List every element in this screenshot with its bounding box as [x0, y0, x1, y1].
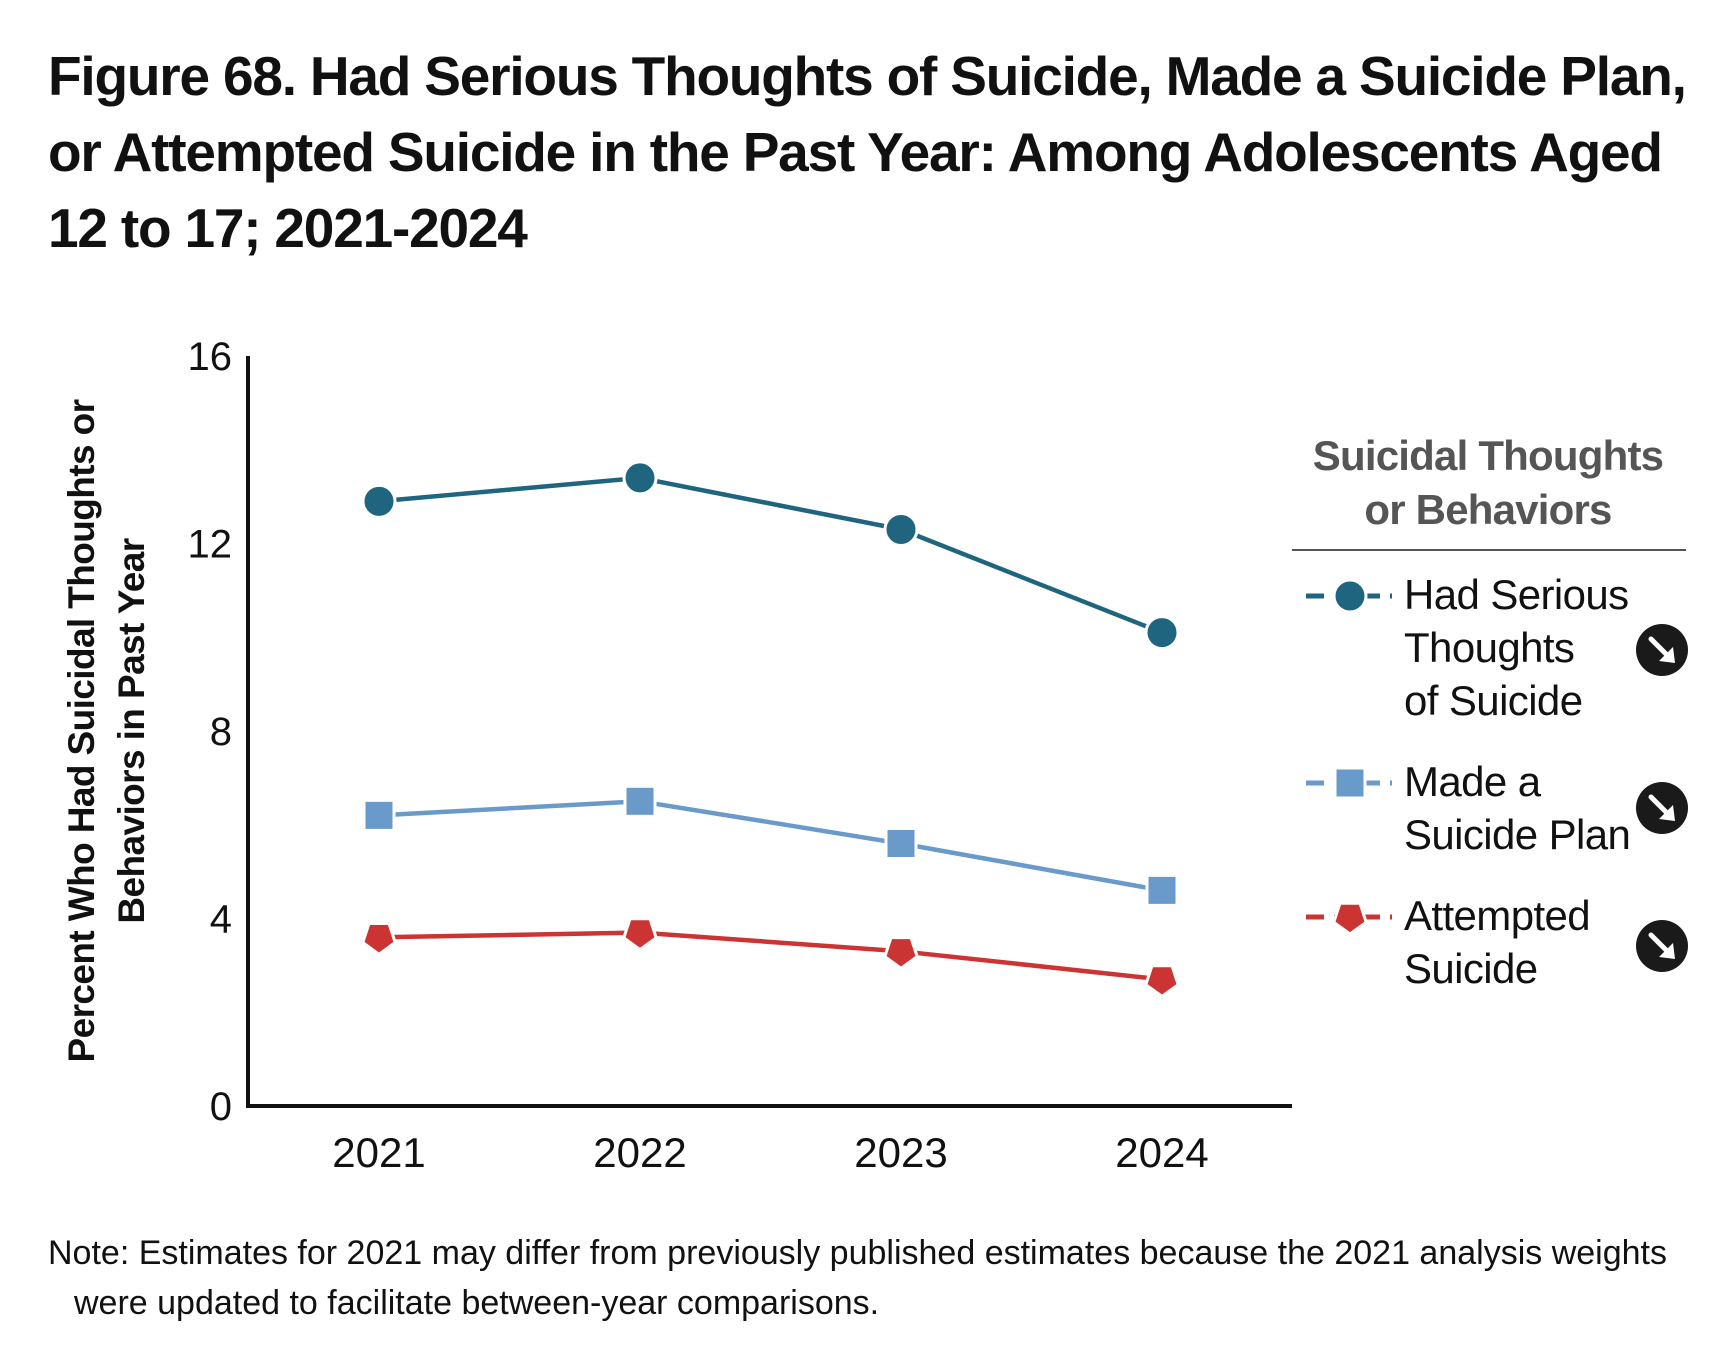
data-point [884, 827, 918, 860]
trend-arrow-head [1659, 647, 1675, 663]
legend-label: Had Serious Thoughts of Suicide [1404, 571, 1629, 724]
legend-swatch-marker [1332, 578, 1368, 614]
legend-label-line: of Suicide [1404, 677, 1582, 724]
legend-label-line: Made a [1404, 758, 1542, 805]
legend-title: Suicidal Thoughts or Behaviors [1313, 432, 1663, 533]
x-tick-label: 2023 [854, 1129, 947, 1176]
x-tick-label: 2021 [332, 1129, 425, 1176]
legend-title-line: Suicidal Thoughts [1313, 432, 1663, 479]
legend-label: Attempted Suicide [1404, 892, 1590, 992]
data-point [622, 460, 658, 496]
down-right-arrow-icon [1636, 782, 1688, 834]
y-tick-label: 12 [188, 523, 233, 567]
x-axis-ticks: 2021 2022 2023 2024 [332, 1129, 1208, 1176]
data-point [1144, 615, 1180, 651]
figure-title: Figure 68. Had Serious Thoughts of Suici… [48, 45, 1687, 259]
data-point [361, 922, 397, 957]
data-point [362, 798, 396, 832]
down-right-arrow-icon [1636, 920, 1688, 972]
axes [246, 356, 1292, 1108]
trend-arrow-head [1659, 943, 1675, 959]
legend-entry-1: Had Serious Thoughts of Suicide [1306, 571, 1688, 724]
y-axis-title: Percent Who Had Suicidal Thoughts or Beha… [61, 399, 152, 1062]
y-axis-title-line: Behaviors in Past Year [111, 538, 152, 923]
series-3 [361, 917, 1180, 999]
data-point [883, 511, 919, 547]
data-point [1145, 873, 1179, 907]
legend: Suicidal Thoughts or Behaviors Had Serious… [1292, 432, 1688, 992]
legend-entry-3: Attempted Suicide [1306, 892, 1688, 992]
series-line [378, 799, 1163, 893]
down-right-arrow-icon [1636, 624, 1688, 676]
legend-label-line: Attempted [1404, 892, 1590, 939]
y-axis-ticks: 0 4 8 12 16 [188, 335, 233, 1129]
legend-swatch-marker [1333, 766, 1367, 800]
y-tick-label: 8 [210, 710, 232, 754]
x-tick-label: 2022 [593, 1129, 686, 1176]
data-point [622, 917, 658, 952]
data-point [623, 784, 657, 818]
legend-title-line: or Behaviors [1364, 486, 1611, 533]
y-axis-title-line: Percent Who Had Suicidal Thoughts or [61, 399, 102, 1062]
series-1 [361, 460, 1180, 651]
y-axis-label: Percent Who Had Suicidal Thoughts or Beha… [61, 399, 152, 1062]
series-group [361, 460, 1180, 999]
series-line [378, 930, 1163, 982]
data-point [361, 483, 397, 519]
figure-note: Note: Estimates for 2021 may differ from… [48, 1234, 1667, 1322]
y-tick-label: 4 [210, 898, 232, 942]
trend-arrow-head [1659, 805, 1675, 821]
legend-label-line: Thoughts [1404, 624, 1574, 671]
legend-label-line: Had Serious [1404, 571, 1629, 618]
legend-label-line: Suicide [1404, 945, 1538, 992]
legend-label-line: Suicide Plan [1404, 811, 1630, 858]
y-tick-label: 0 [210, 1085, 232, 1129]
x-tick-label: 2024 [1115, 1129, 1208, 1176]
series-line [378, 475, 1163, 635]
legend-label: Made a Suicide Plan [1404, 758, 1630, 858]
series-2 [362, 784, 1179, 907]
y-tick-label: 16 [188, 335, 233, 379]
data-point [883, 936, 919, 971]
legend-swatch-marker [1332, 901, 1368, 936]
data-point [1144, 964, 1180, 999]
legend-entry-2: Made a Suicide Plan [1306, 758, 1688, 858]
